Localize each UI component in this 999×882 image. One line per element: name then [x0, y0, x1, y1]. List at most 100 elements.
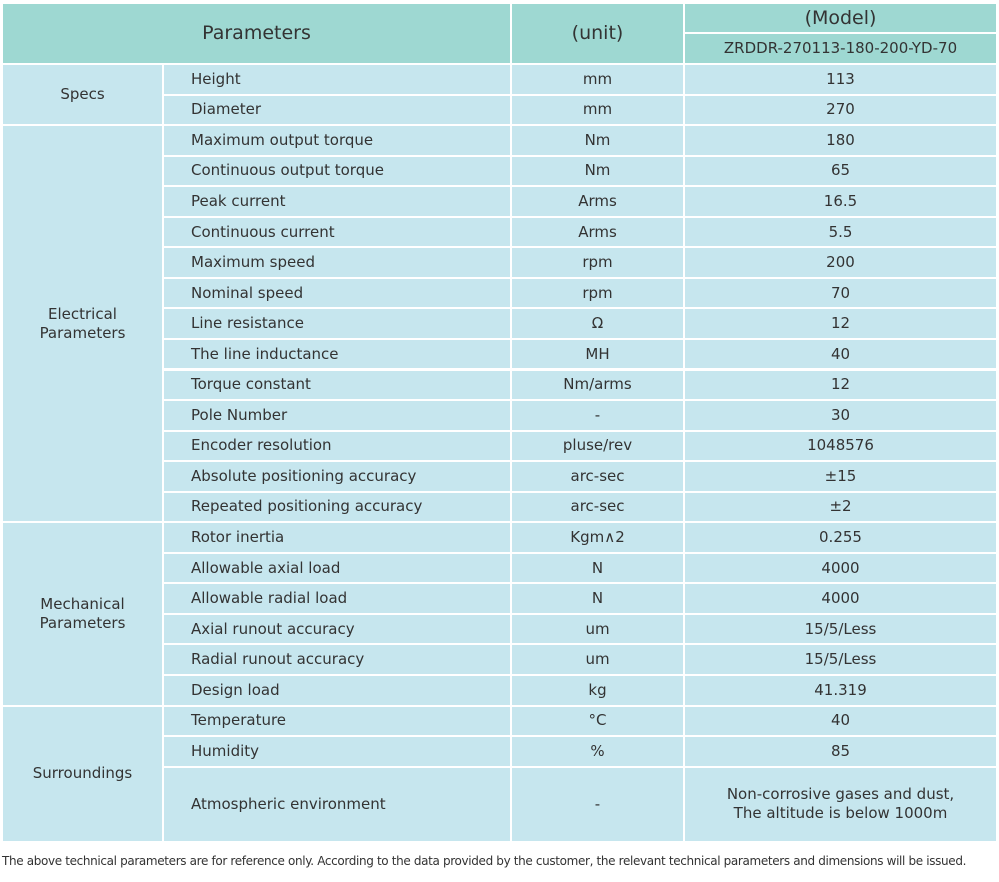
group-name: Mechanical Parameters — [3, 523, 162, 705]
param-value: 16.5 — [685, 187, 996, 216]
param-value-text: 4000 — [821, 558, 860, 577]
param-unit: mm — [512, 95, 683, 125]
param-name: Allowable axial load — [164, 553, 510, 583]
param-value: 65 — [685, 156, 996, 186]
param-name-text: Design load — [191, 680, 280, 699]
param-unit: N — [512, 553, 683, 583]
param-unit-text: Nm/arms — [563, 375, 632, 394]
param-name: Line resistance — [164, 309, 510, 338]
param-name: Repeated positioning accuracy — [164, 492, 510, 522]
param-name-text: Allowable axial load — [191, 558, 341, 577]
param-unit-text: N — [591, 589, 604, 608]
param-unit-text: Nm — [584, 130, 611, 149]
param-value-text: 30 — [830, 405, 851, 424]
group-name: Electrical Parameters — [3, 126, 162, 522]
param-name-text: Radial runout accuracy — [191, 650, 365, 669]
param-value: 15/5/Less — [685, 614, 996, 644]
param-value: 1048576 — [685, 431, 996, 461]
param-value-text: 16.5 — [823, 191, 858, 210]
group-name-text: Electrical Parameters — [39, 304, 126, 342]
param-unit: Kgm∧2 — [512, 523, 683, 552]
param-value-text: 12 — [830, 375, 851, 394]
param-unit: Arms — [512, 217, 683, 247]
param-name: Temperature — [164, 706, 510, 736]
param-unit: N — [512, 584, 683, 613]
param-unit: % — [512, 737, 683, 766]
group-name-text: Mechanical Parameters — [39, 594, 126, 632]
param-unit: um — [512, 645, 683, 674]
param-unit: mm — [512, 65, 683, 94]
param-name-text: Continuous current — [191, 222, 335, 241]
param-name-text: Torque constant — [191, 375, 311, 394]
param-value-text: 5.5 — [828, 222, 853, 241]
param-unit-text: arc-sec — [570, 497, 625, 516]
param-unit-text: Arms — [578, 191, 617, 210]
param-name-text: Atmospheric environment — [191, 794, 386, 813]
param-value-text: 0.255 — [819, 528, 862, 547]
param-name: Torque constant — [164, 370, 510, 400]
param-value-text: 4000 — [821, 589, 860, 608]
header-model-name-text: ZRDDR-270113-180-200-YD-70 — [723, 39, 958, 57]
header-model-name: ZRDDR-270113-180-200-YD-70 — [685, 34, 996, 63]
param-value-text: 15/5/Less — [804, 619, 877, 638]
param-value-text: ±2 — [829, 497, 852, 516]
param-unit-text: pluse/rev — [562, 436, 633, 455]
param-value: 200 — [685, 248, 996, 277]
param-name-text: Rotor inertia — [191, 528, 285, 547]
param-name-text: Nominal speed — [191, 283, 304, 302]
param-name: Encoder resolution — [164, 431, 510, 461]
param-unit: rpm — [512, 248, 683, 277]
param-value: 4000 — [685, 553, 996, 583]
param-name: Radial runout accuracy — [164, 645, 510, 674]
group-name-text: Specs — [60, 85, 105, 104]
param-value: 5.5 — [685, 217, 996, 247]
param-name-text: Axial runout accuracy — [191, 619, 355, 638]
header-parameters-text: Parameters — [202, 22, 311, 44]
param-value-text: 15/5/Less — [804, 650, 877, 669]
param-name: Nominal speed — [164, 278, 510, 308]
header-model: (Model) — [685, 4, 996, 32]
param-value-text: 40 — [830, 711, 851, 730]
param-name: Humidity — [164, 737, 510, 766]
param-name-text: Maximum speed — [191, 253, 315, 272]
param-name-text: Humidity — [191, 741, 260, 760]
param-unit-text: mm — [582, 100, 613, 119]
param-unit-text: N — [591, 558, 604, 577]
param-value: 40 — [685, 706, 996, 736]
param-name-text: Absolute positioning accuracy — [191, 466, 417, 485]
param-unit-text: Kgm∧2 — [570, 528, 625, 547]
param-unit: Nm/arms — [512, 370, 683, 400]
param-value: 40 — [685, 339, 996, 369]
group-name-text: Surroundings — [32, 764, 133, 783]
param-name: Height — [164, 65, 510, 94]
param-unit: MH — [512, 339, 683, 369]
param-value-text: 40 — [830, 344, 851, 363]
param-value: 113 — [685, 65, 996, 94]
param-name-text: Line resistance — [191, 314, 304, 333]
param-value-text: 113 — [826, 69, 855, 88]
param-unit: Ω — [512, 309, 683, 338]
param-name: Absolute positioning accuracy — [164, 462, 510, 491]
param-unit: Arms — [512, 187, 683, 216]
param-name-text: Height — [191, 69, 241, 88]
param-name-text: Allowable radial load — [191, 589, 348, 608]
param-name: Design load — [164, 676, 510, 705]
param-unit-text: Arms — [578, 222, 617, 241]
param-unit-text: °C — [588, 711, 607, 730]
param-unit: arc-sec — [512, 492, 683, 522]
param-name-text: Repeated positioning accuracy — [191, 497, 423, 516]
param-unit-text: um — [585, 650, 610, 669]
param-value: 12 — [685, 370, 996, 400]
param-unit: pluse/rev — [512, 431, 683, 461]
param-name: Maximum speed — [164, 248, 510, 277]
param-value: ±2 — [685, 492, 996, 522]
group-name: Surroundings — [3, 706, 162, 841]
param-unit: kg — [512, 676, 683, 705]
param-name-text: Maximum output torque — [191, 130, 374, 149]
param-name: Pole Number — [164, 401, 510, 430]
param-value-text: Non-corrosive gases and dust, The altitu… — [726, 785, 955, 823]
param-unit-text: Nm — [584, 161, 611, 180]
param-value-text: 41.319 — [814, 680, 867, 699]
param-name-text: Peak current — [191, 191, 286, 210]
